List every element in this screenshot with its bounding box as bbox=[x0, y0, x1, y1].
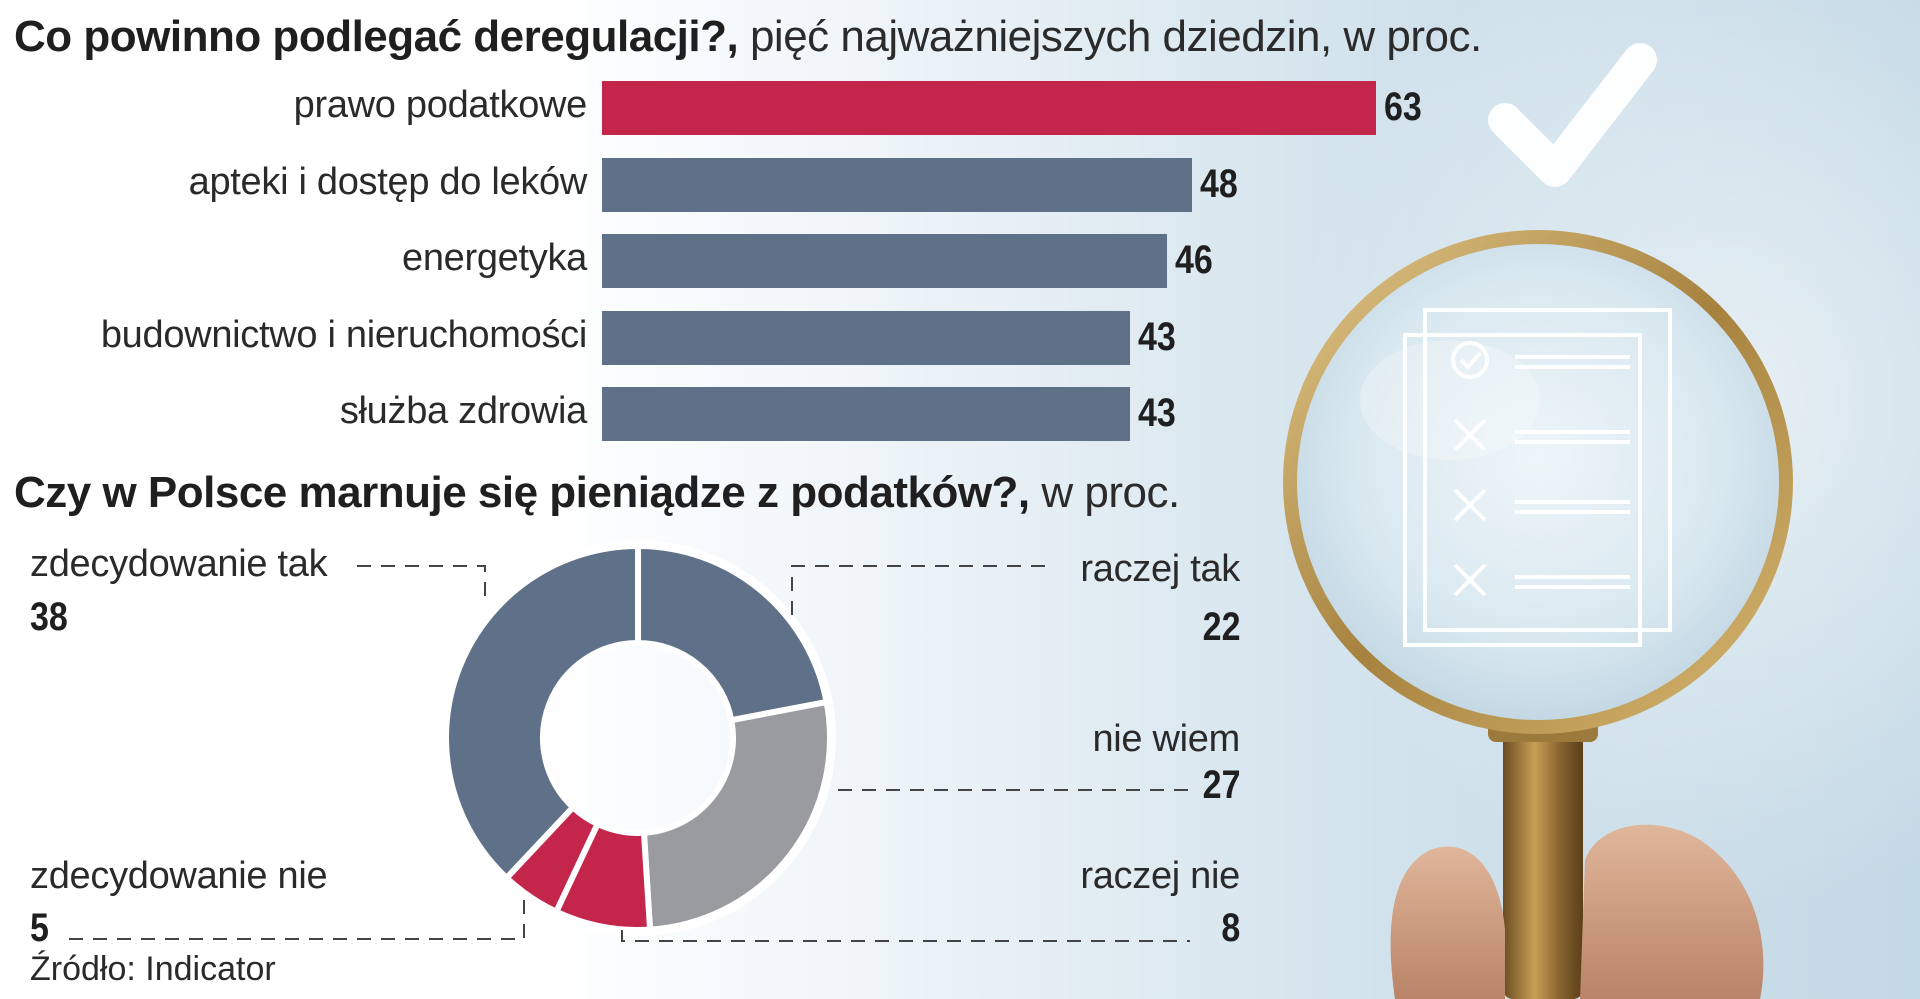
donut-rim bbox=[440, 540, 836, 936]
checkmark-icon bbox=[1488, 43, 1657, 187]
bar-label: służba zdrowia bbox=[339, 390, 587, 432]
donut-slice-label: zdecydowanie tak bbox=[30, 543, 328, 585]
donut-slice-value: 5 bbox=[30, 906, 49, 950]
leader-line bbox=[354, 565, 486, 596]
bar-label: budownictwo i nieruchomości bbox=[100, 313, 587, 356]
x-mark-icon bbox=[1453, 488, 1487, 522]
donut-slice-label: zdecydowanie nie bbox=[30, 855, 328, 897]
bar bbox=[602, 157, 1192, 212]
bar bbox=[602, 387, 1131, 441]
leader-line bbox=[791, 565, 1045, 615]
bar-value-label: 46 bbox=[1175, 238, 1213, 282]
bar bbox=[602, 234, 1168, 288]
bar-label: prawo podatkowe bbox=[293, 84, 588, 126]
donut-slice-label: nie wiem bbox=[1092, 718, 1240, 760]
bar-chart-title: Co powinno podlegać deregulacji?, pięć n… bbox=[14, 12, 1482, 62]
hand-icon bbox=[1390, 824, 1764, 999]
source-note: Źródło: Indicator bbox=[30, 950, 276, 988]
x-mark-icon bbox=[1453, 563, 1487, 597]
donut-slice-label: raczej tak bbox=[1080, 548, 1240, 590]
leader-line bbox=[64, 900, 525, 940]
bar-chart-title-bold: Co powinno podlegać deregulacji?, bbox=[14, 12, 739, 61]
bar-value-label: 43 bbox=[1138, 391, 1177, 435]
donut-slice bbox=[635, 542, 831, 724]
donut-slice-label: raczej nie bbox=[1080, 855, 1240, 897]
donut-slice-value: 27 bbox=[1202, 763, 1240, 807]
donut-chart-title-rest: w proc. bbox=[1029, 468, 1180, 517]
donut-slice-value: 38 bbox=[30, 595, 68, 639]
bar-value-label: 43 bbox=[1138, 314, 1177, 359]
bar bbox=[602, 81, 1376, 135]
bar-label: apteki i dostęp do leków bbox=[188, 160, 588, 203]
x-mark-icon bbox=[1453, 418, 1487, 452]
bar-chart-title-rest: pięć najważniejszych dziedzin, w proc. bbox=[738, 12, 1482, 61]
check-circle-icon bbox=[1451, 341, 1489, 379]
donut-slice bbox=[640, 698, 833, 933]
magnifier-handle bbox=[1503, 728, 1583, 999]
checklist-icon bbox=[1403, 308, 1672, 647]
donut-chart-title-bold: Czy w Polsce marnuje się pieniądze z pod… bbox=[14, 468, 1030, 517]
donut-slice-value: 8 bbox=[1221, 906, 1240, 950]
bar bbox=[602, 310, 1131, 365]
donut-slice bbox=[443, 542, 641, 883]
bar-value-label: 48 bbox=[1199, 161, 1238, 206]
donut-chart-title: Czy w Polsce marnuje się pieniądze z pod… bbox=[14, 468, 1180, 518]
donut-slice-value: 22 bbox=[1202, 605, 1240, 649]
leader-line bbox=[621, 930, 1190, 942]
bar-value-label: 63 bbox=[1384, 85, 1422, 129]
bar-label: energetyka bbox=[401, 237, 587, 279]
